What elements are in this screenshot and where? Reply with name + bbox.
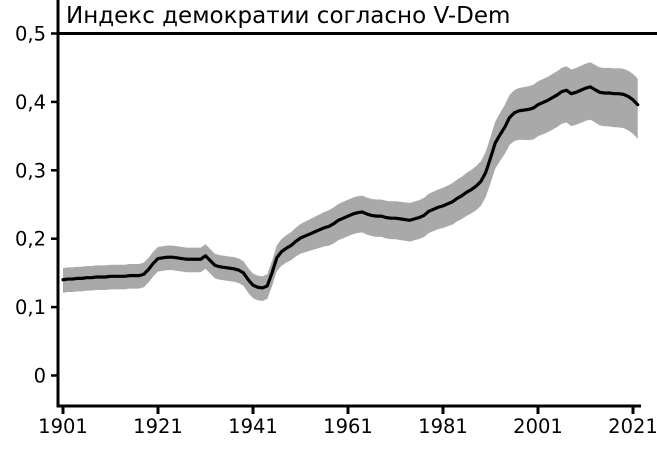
index-line [61, 85, 640, 290]
x-tick-label: 1981 [418, 415, 468, 438]
y-tick-label: 0 [34, 365, 46, 388]
y-tick-label: 0,5 [15, 23, 46, 46]
y-tick-label: 0,3 [15, 159, 46, 182]
chart-title: Индекс демократии согласно V-Dem [66, 3, 511, 29]
x-tick-label: 1901 [38, 415, 88, 438]
x-tick-label: 1941 [228, 415, 278, 438]
x-tick-label: 2001 [513, 415, 563, 438]
x-tick-label: 1921 [133, 415, 183, 438]
y-tick-label: 0,4 [15, 91, 46, 114]
x-tick-label: 1961 [323, 415, 373, 438]
y-tick-label: 0,2 [15, 228, 46, 251]
y-tick-label: 0,1 [15, 296, 46, 319]
x-tick-label: 2021 [608, 415, 657, 438]
